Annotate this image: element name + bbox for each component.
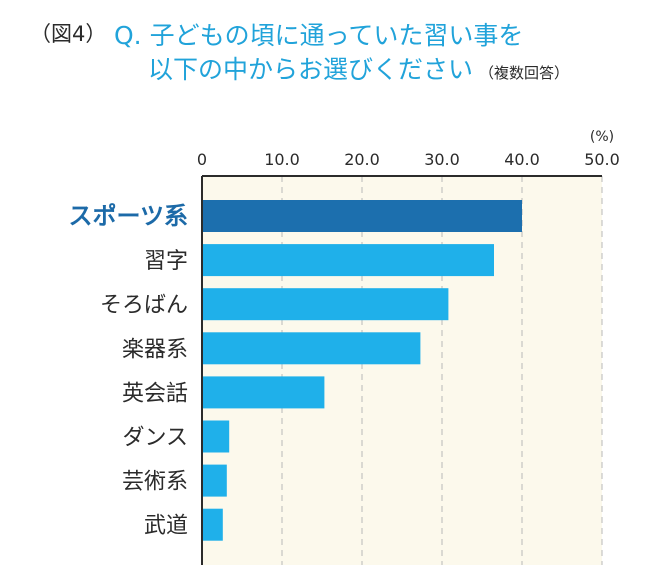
bars <box>202 200 522 541</box>
unit-label: (%) <box>590 129 614 145</box>
grid-lines <box>281 176 603 565</box>
figure-label: （図4） <box>30 22 107 46</box>
bar <box>202 332 421 365</box>
x-tick-label: 0 <box>197 150 207 169</box>
bar <box>202 244 494 277</box>
category-label: 楽器系 <box>122 337 188 362</box>
category-label: そろばん <box>100 293 188 318</box>
category-label: ダンス <box>122 426 188 451</box>
bar <box>202 288 449 321</box>
multiple-answer-note: （複数回答） <box>479 64 570 82</box>
question-line-1: Q. 子どもの頃に通っていた習い事を <box>114 21 524 50</box>
bar <box>202 508 223 541</box>
question-line-2: 以下の中からお選びください （複数回答） <box>148 50 569 86</box>
x-tick-label: 30.0 <box>424 150 460 169</box>
x-tick-labels: 0 10.0 20.0 30.0 40.0 50.0 <box>197 150 620 169</box>
category-label: 芸術系 <box>122 470 188 495</box>
bar <box>202 200 522 232</box>
category-label: スポーツ系 <box>68 202 188 230</box>
x-tick-label: 20.0 <box>344 150 380 169</box>
question-line-2-text: 以下の中からお選びください <box>148 55 474 84</box>
x-tick-label: 40.0 <box>504 150 540 169</box>
category-label: 武道 <box>144 514 188 539</box>
bar <box>202 376 325 409</box>
category-label: 習字 <box>144 249 188 274</box>
x-tick-label: 50.0 <box>584 150 620 169</box>
x-tick-label: 10.0 <box>264 150 300 169</box>
plot-background <box>202 176 602 565</box>
bar <box>202 420 230 453</box>
bar <box>202 464 227 497</box>
category-label: 英会話 <box>122 381 188 406</box>
